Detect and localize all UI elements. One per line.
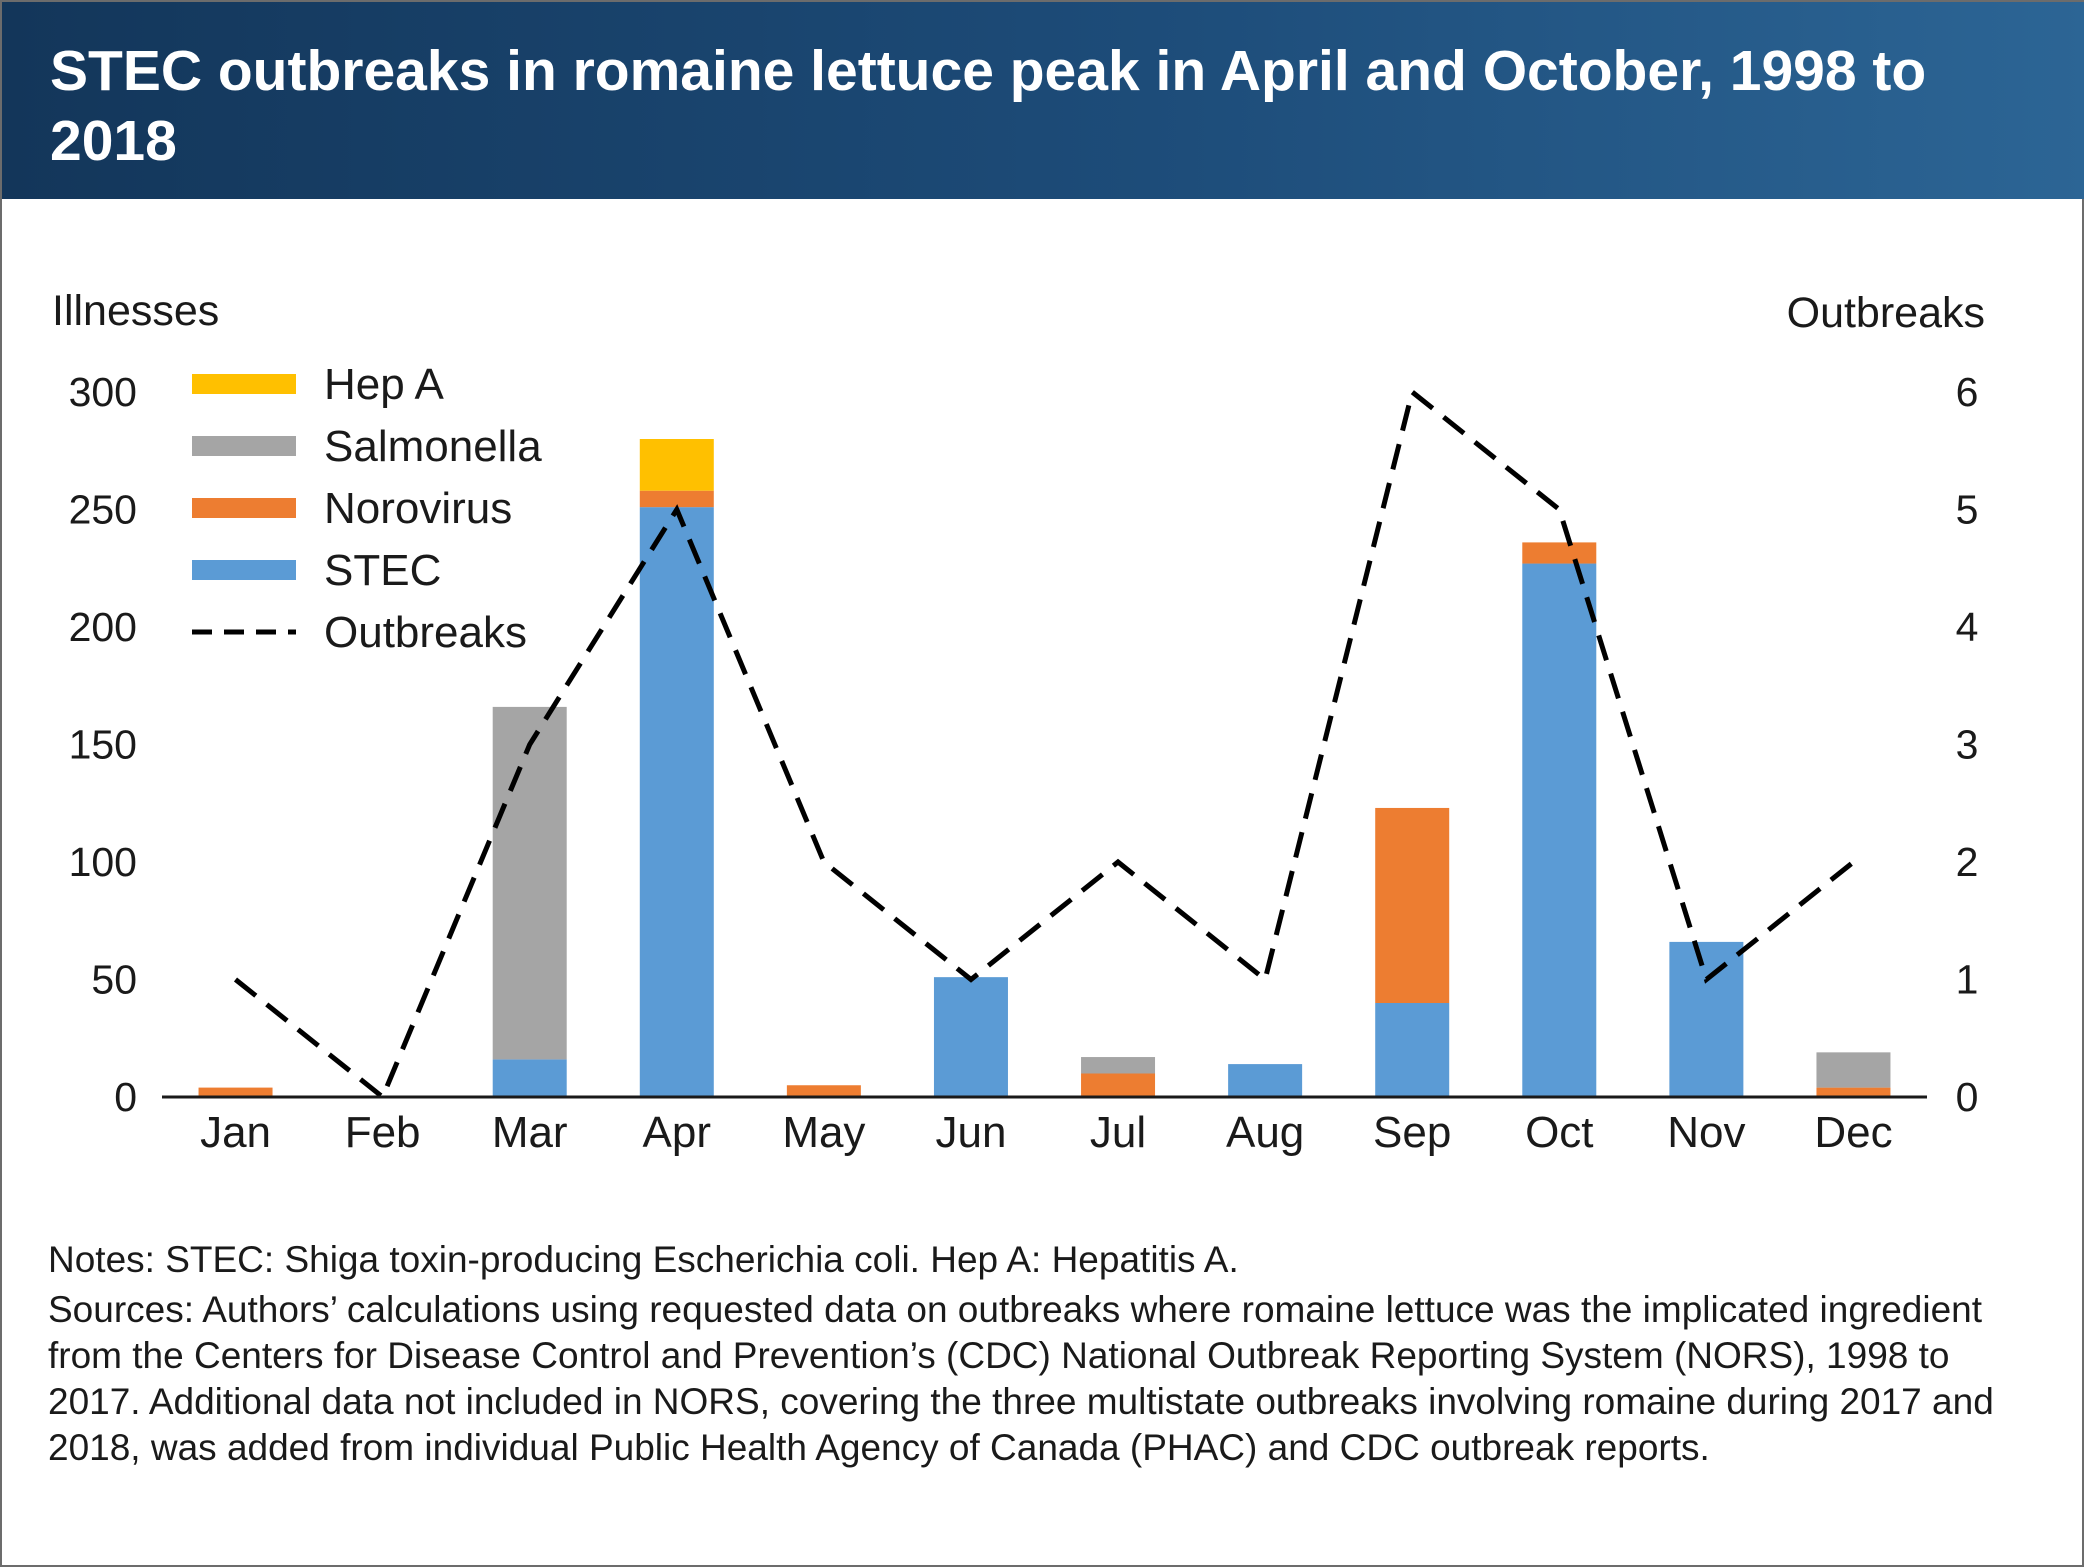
- bar-salmonella-mar: [492, 706, 567, 1060]
- title-banner: STEC outbreaks in romaine lettuce peak i…: [2, 2, 2084, 199]
- x-tick-label: Oct: [1525, 1108, 1593, 1157]
- bar-stec-sep: [1375, 1003, 1450, 1097]
- chart-title: STEC outbreaks in romaine lettuce peak i…: [50, 39, 1927, 173]
- y-tick-label: 0: [114, 1074, 137, 1120]
- x-tick-label: Jul: [1090, 1108, 1146, 1157]
- x-axis-ticks: Jan Feb Mar Apr May Jun Jul Aug Sep Oct Nov Dec: [200, 1108, 1893, 1157]
- bar-stec-mar: [492, 1059, 567, 1097]
- y-tick-label: 300: [69, 369, 137, 415]
- bar-norovirus-jul: [1081, 1073, 1156, 1097]
- x-tick-label: Dec: [1814, 1108, 1892, 1157]
- legend-swatch-hep-a: [192, 374, 296, 394]
- y-axis-ticks: 0 50 100 150 200 250 300: [69, 369, 137, 1120]
- bar-norovirus-may: [786, 1085, 861, 1097]
- y-axis-title: Illnesses: [52, 287, 219, 335]
- x-tick-label: Apr: [643, 1108, 711, 1157]
- y2-tick-label: 6: [1956, 369, 1979, 415]
- legend-label-salmonella: Salmonella: [324, 422, 542, 471]
- y2-tick-label: 5: [1956, 487, 1979, 533]
- bar-series-group: [198, 439, 1891, 1097]
- bar-norovirus-apr: [639, 490, 714, 508]
- x-tick-label: Jun: [935, 1108, 1006, 1157]
- x-tick-label: Sep: [1373, 1108, 1451, 1157]
- legend: Hep A Salmonella Norovirus STEC Outbreaks: [192, 360, 542, 657]
- sources-text: Sources: Authors’ calculations using req…: [48, 1289, 1994, 1468]
- x-tick-label: Nov: [1667, 1108, 1745, 1157]
- bar-stec-jun: [933, 977, 1008, 1097]
- legend-swatch-norovirus: [192, 498, 296, 518]
- y2-tick-label: 4: [1956, 604, 1979, 650]
- x-tick-label: May: [782, 1108, 865, 1157]
- legend-label-outbreaks: Outbreaks: [324, 608, 527, 657]
- legend-label-stec: STEC: [324, 546, 441, 595]
- y2-tick-label: 2: [1956, 839, 1979, 885]
- x-tick-label: Mar: [492, 1108, 568, 1157]
- y2-tick-label: 1: [1956, 957, 1979, 1003]
- bar-stec-aug: [1228, 1064, 1303, 1097]
- y2-axis-title: Outbreaks: [1787, 289, 1985, 337]
- legend-label-norovirus: Norovirus: [324, 484, 512, 533]
- bar-norovirus-jan: [198, 1087, 273, 1097]
- y-tick-label: 150: [69, 722, 137, 768]
- x-tick-label: Aug: [1226, 1108, 1304, 1157]
- notes-block: Notes: STEC: Shiga toxin-producing Esche…: [48, 1237, 2048, 1471]
- y2-axis-ticks: 0 1 2 3 4 5 6: [1956, 369, 1979, 1120]
- bar-salmonella-dec: [1816, 1052, 1891, 1088]
- y-tick-label: 250: [69, 487, 137, 533]
- y2-tick-label: 0: [1956, 1074, 1979, 1120]
- bar-hep-a-apr: [639, 439, 714, 491]
- x-tick-label: Feb: [345, 1108, 421, 1157]
- y2-tick-label: 3: [1956, 722, 1979, 768]
- bar-stec-oct: [1522, 563, 1597, 1097]
- y-tick-label: 200: [69, 604, 137, 650]
- legend-label-hep-a: Hep A: [324, 360, 445, 409]
- bar-stec-nov: [1669, 941, 1744, 1097]
- bar-salmonella-jul: [1081, 1057, 1156, 1074]
- legend-swatch-stec: [192, 560, 296, 580]
- legend-swatch-salmonella: [192, 436, 296, 456]
- notes-text: Notes: STEC: Shiga toxin-producing Esche…: [48, 1239, 1239, 1280]
- y-tick-label: 100: [69, 839, 137, 885]
- bar-norovirus-sep: [1375, 807, 1450, 1003]
- bar-norovirus-oct: [1522, 542, 1597, 564]
- x-tick-label: Jan: [200, 1108, 271, 1157]
- bar-norovirus-dec: [1816, 1087, 1891, 1097]
- bar-stec-apr: [639, 507, 714, 1097]
- y-tick-label: 50: [91, 957, 137, 1003]
